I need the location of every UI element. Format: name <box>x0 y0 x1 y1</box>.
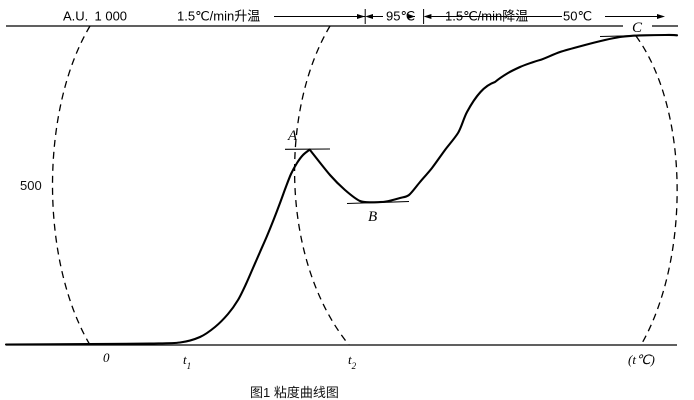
svg-text:(t℃): (t℃) <box>628 352 655 367</box>
svg-text:0: 0 <box>103 350 110 365</box>
svg-text:A.U. 1 000: A.U. 1 000 <box>63 9 127 24</box>
svg-text:1.5℃/min升温: 1.5℃/min升温 <box>177 9 260 24</box>
svg-text:A: A <box>287 128 298 144</box>
svg-text:1.5℃/min降温: 1.5℃/min降温 <box>445 9 528 24</box>
svg-text:50℃: 50℃ <box>563 9 592 24</box>
svg-text:B: B <box>368 209 377 225</box>
svg-text:C: C <box>632 20 643 36</box>
svg-text:t1: t1 <box>183 352 191 371</box>
svg-text:t2: t2 <box>348 352 357 371</box>
